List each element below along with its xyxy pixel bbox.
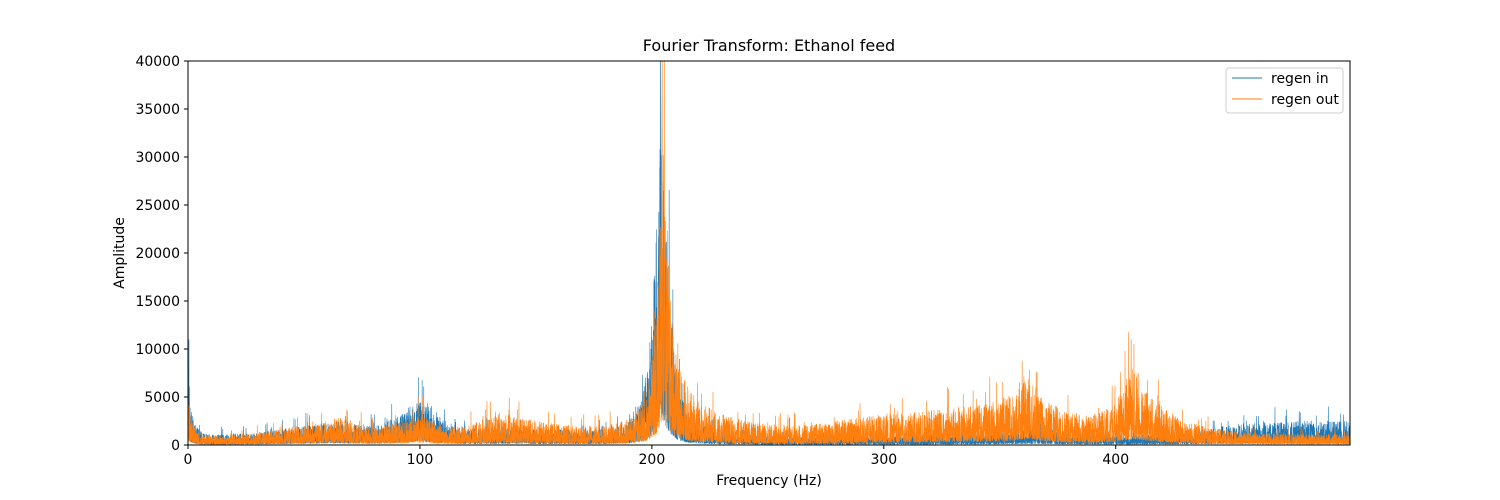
x-axis-ticks: 0 100 200 300 400 bbox=[184, 445, 1129, 468]
y-axis-label: Amplitude bbox=[112, 217, 128, 289]
x-tick-label: 200 bbox=[639, 452, 666, 468]
y-tick-label: 40000 bbox=[135, 54, 180, 70]
x-tick-label: 0 bbox=[184, 452, 193, 468]
legend-label-regen-out: regen out bbox=[1271, 92, 1339, 108]
plot-area bbox=[188, 61, 1350, 445]
x-axis-label: Frequency (Hz) bbox=[716, 473, 822, 489]
legend-label-regen-in: regen in bbox=[1271, 71, 1329, 87]
x-tick-label: 400 bbox=[1102, 452, 1129, 468]
y-tick-label: 25000 bbox=[135, 198, 180, 214]
y-axis-ticks: 0 5000 10000 15000 20000 25000 30000 35000 40000 bbox=[135, 54, 188, 454]
y-tick-label: 35000 bbox=[135, 102, 180, 118]
y-tick-label: 15000 bbox=[135, 294, 180, 310]
legend: regen in regen out bbox=[1225, 67, 1344, 114]
y-tick-label: 5000 bbox=[144, 390, 180, 406]
legend-box bbox=[1225, 67, 1344, 114]
y-tick-label: 20000 bbox=[135, 246, 180, 262]
x-tick-label: 300 bbox=[870, 452, 897, 468]
series-line-regen-out bbox=[188, 61, 1350, 445]
y-tick-label: 10000 bbox=[135, 342, 180, 358]
y-tick-label: 30000 bbox=[135, 150, 180, 166]
x-tick-label: 100 bbox=[407, 452, 434, 468]
y-tick-label: 0 bbox=[171, 438, 180, 454]
chart-title: Fourier Transform: Ethanol feed bbox=[643, 36, 895, 55]
